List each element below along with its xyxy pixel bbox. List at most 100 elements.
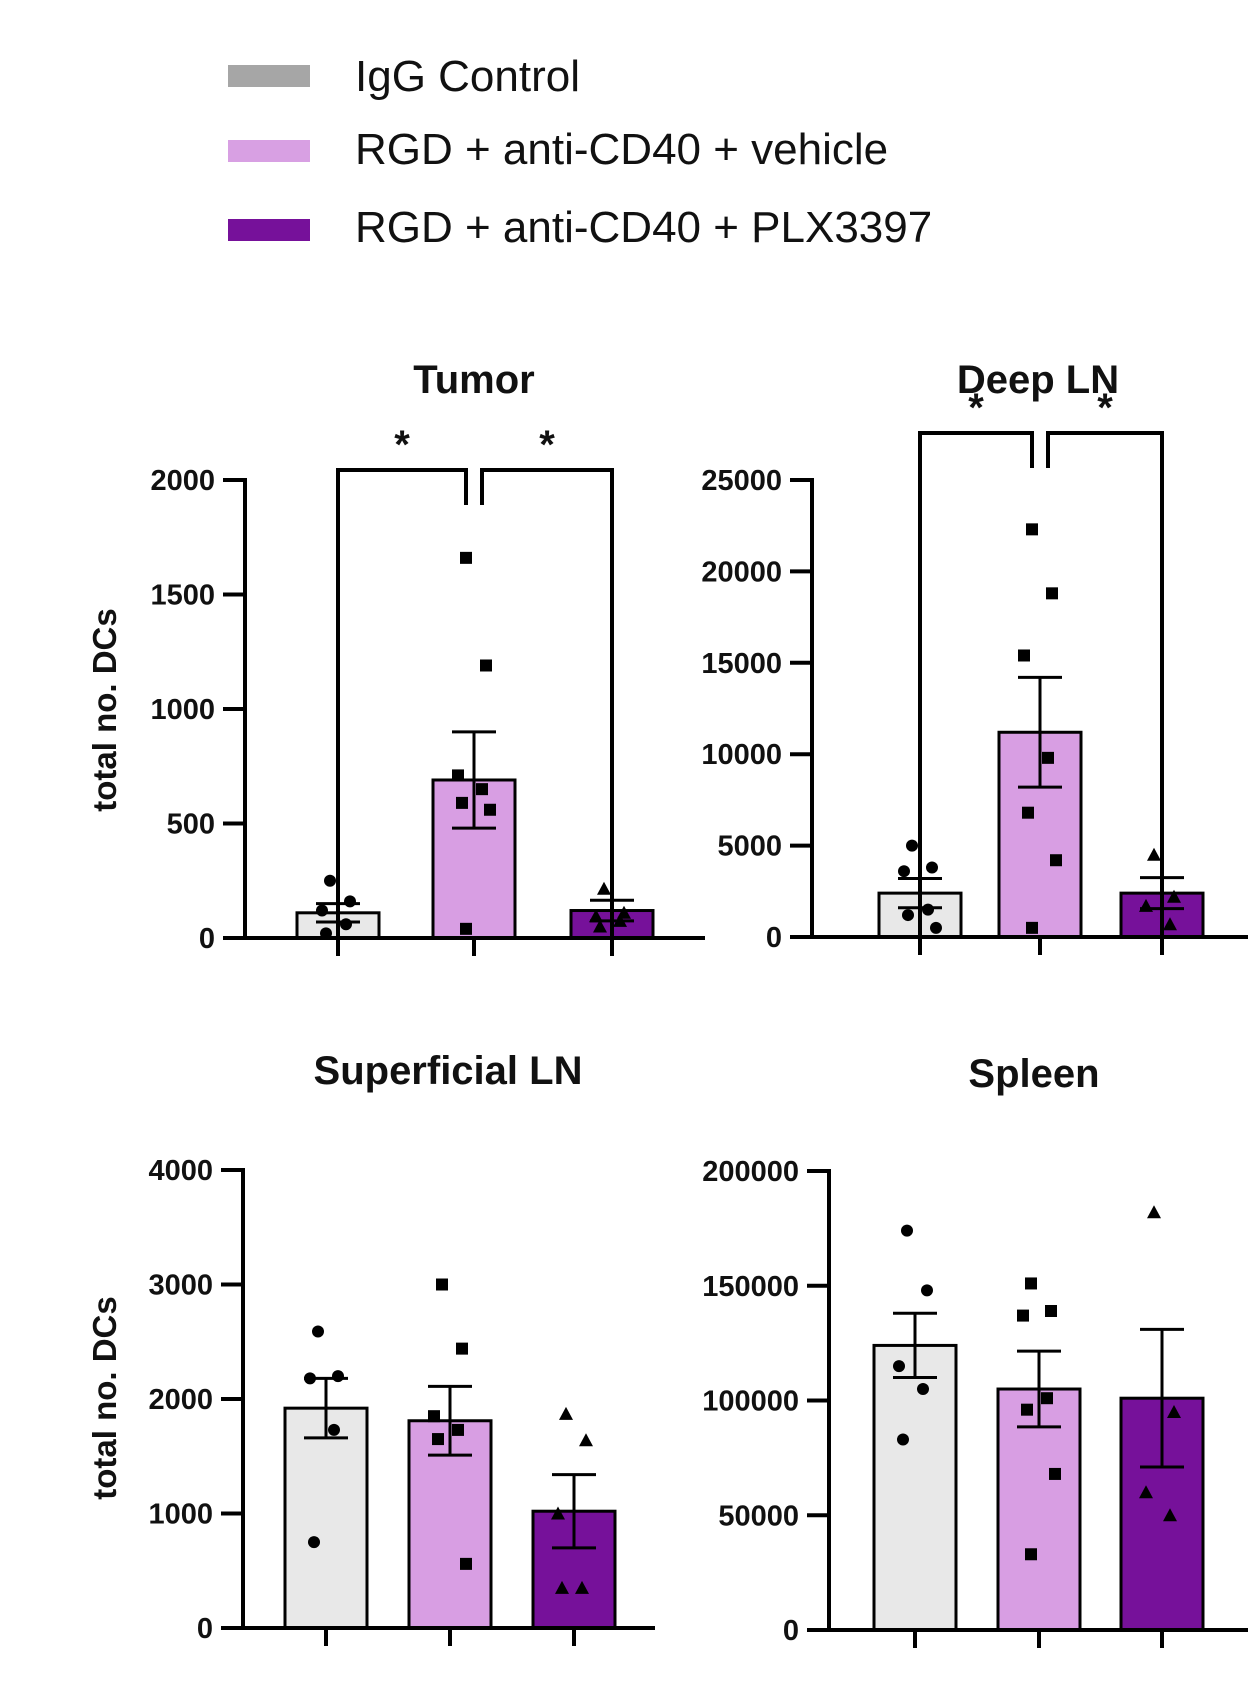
data-point: [1167, 889, 1181, 903]
y-tick-label: 10000: [701, 739, 782, 771]
y-tick-label: 2000: [150, 465, 215, 497]
y-tick-label: 500: [167, 809, 215, 841]
data-point: [926, 861, 938, 874]
y-tick-label: 15000: [701, 648, 782, 680]
data-point: [1050, 854, 1062, 867]
significance-label: *: [968, 386, 984, 430]
data-point: [597, 881, 611, 895]
data-point: [893, 1360, 905, 1373]
data-point: [1021, 1403, 1033, 1416]
legend-label-plx3397: RGD + anti-CD40 + PLX3397: [355, 203, 932, 252]
data-point: [593, 919, 607, 933]
data-point: [551, 1506, 565, 1520]
data-point: [476, 783, 488, 796]
data-point: [1017, 1309, 1029, 1322]
data-point: [436, 1278, 448, 1291]
y-tick-label: 3000: [148, 1270, 213, 1302]
data-point: [340, 918, 352, 931]
data-point: [1018, 649, 1030, 662]
bar: [872, 1343, 958, 1632]
significance-label: *: [539, 423, 555, 467]
significance-label: *: [394, 423, 410, 467]
y-tick-label: 50000: [718, 1500, 799, 1532]
y-tick-label: 2000: [148, 1384, 213, 1416]
significance-label: *: [1097, 386, 1113, 430]
significance-bracket: [918, 431, 1034, 937]
y-tick-label: 100000: [702, 1386, 799, 1418]
data-point: [1163, 917, 1177, 931]
panel-title: Spleen: [968, 1052, 1099, 1096]
panel-title: Deep LN: [957, 358, 1119, 402]
bar: [283, 1406, 369, 1630]
data-point: [344, 895, 356, 908]
data-point: [917, 1383, 929, 1396]
data-point: [921, 1284, 933, 1297]
significance-bracket: [336, 468, 468, 938]
data-point: [1049, 1467, 1061, 1480]
legend-label-igg-control: IgG Control: [355, 52, 580, 101]
data-point: [1139, 898, 1153, 912]
data-point: [460, 922, 472, 935]
y-tick-label: 1500: [150, 580, 215, 612]
data-point: [559, 1406, 573, 1420]
data-point: [1045, 1304, 1057, 1317]
data-point: [579, 1433, 593, 1447]
data-point: [328, 1423, 340, 1436]
y-tick-label: 4000: [148, 1155, 213, 1187]
data-point: [930, 921, 942, 934]
y-tick-label: 0: [197, 1613, 213, 1645]
data-point: [452, 1423, 464, 1436]
data-point: [589, 909, 603, 923]
data-point: [304, 1372, 316, 1385]
data-point: [1147, 1205, 1161, 1219]
data-point: [432, 1433, 444, 1446]
data-point: [1042, 751, 1054, 764]
data-point: [1147, 847, 1161, 861]
data-point: [897, 1433, 909, 1446]
data-point: [1025, 1548, 1037, 1561]
data-point: [1041, 1392, 1053, 1405]
significance-bracket: [1046, 431, 1164, 937]
panel-tumor: Tumor total no. DCs 0 500 1000 1500 2000 * *: [86, 358, 705, 956]
y-tick-label: 0: [766, 922, 782, 954]
data-point: [1046, 587, 1058, 600]
data-point: [308, 1536, 320, 1549]
data-point: [575, 1580, 589, 1594]
data-point: [555, 1580, 569, 1594]
data-point: [456, 796, 468, 809]
y-axis-label: total no. DCs: [86, 1296, 123, 1500]
data-point: [460, 1557, 472, 1570]
data-point: [428, 1410, 440, 1423]
panel-spleen: Spleen 0 50000 100000 150000 200000: [702, 1052, 1248, 1648]
panel-superficial-ln: Superficial LN total no. DCs 0 1000 2000 30…: [86, 1049, 655, 1646]
data-point: [1022, 806, 1034, 819]
panel-deep-ln: Deep LN 0 5000 10000 15000 20000 25000 * *: [701, 358, 1248, 955]
legend-swatch-plx3397: [228, 219, 310, 241]
data-point: [332, 1370, 344, 1383]
y-tick-label: 1000: [148, 1499, 213, 1531]
data-point: [1139, 1485, 1153, 1499]
legend-swatch-igg-control: [228, 65, 310, 87]
data-point: [316, 904, 328, 917]
y-tick-label: 5000: [717, 831, 782, 863]
data-point: [312, 1325, 324, 1338]
y-axis-label: total no. DCs: [86, 608, 123, 812]
data-point: [922, 903, 934, 916]
y-tick-label: 200000: [702, 1156, 799, 1188]
data-point: [613, 913, 627, 927]
data-point: [484, 803, 496, 816]
data-point: [324, 874, 336, 887]
data-point: [1026, 921, 1038, 934]
data-point: [1167, 1404, 1181, 1418]
data-point: [898, 865, 910, 878]
data-point: [480, 659, 492, 672]
data-point: [320, 927, 332, 940]
data-point: [452, 769, 464, 782]
significance-bracket: [480, 468, 614, 938]
y-tick-label: 25000: [701, 465, 782, 497]
data-point: [901, 1224, 913, 1237]
legend-label-vehicle: RGD + anti-CD40 + vehicle: [355, 125, 888, 174]
panel-title: Tumor: [413, 358, 534, 402]
y-tick-label: 150000: [702, 1271, 799, 1303]
